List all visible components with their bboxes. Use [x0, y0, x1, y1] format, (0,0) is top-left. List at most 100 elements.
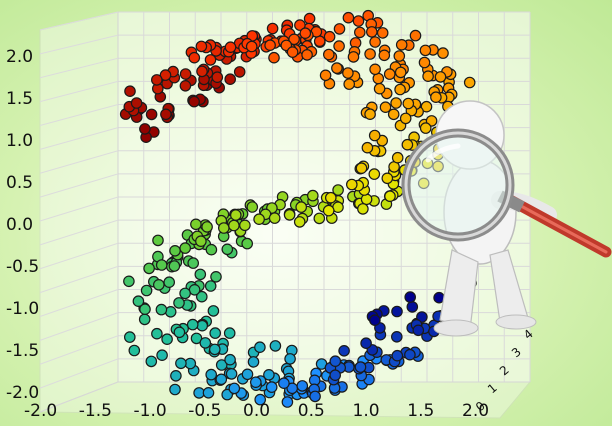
data-point — [230, 209, 242, 221]
data-point — [152, 234, 164, 247]
data-point — [395, 38, 408, 51]
data-point — [387, 108, 400, 121]
data-point — [241, 368, 254, 381]
data-point — [210, 270, 222, 283]
data-point — [394, 83, 406, 96]
data-point — [338, 344, 350, 357]
data-point — [364, 108, 376, 120]
data-point — [390, 330, 403, 343]
data-point — [368, 129, 381, 142]
data-point — [199, 337, 212, 349]
data-point — [333, 40, 345, 52]
y-tick-label: -1.0 — [6, 299, 39, 319]
data-point — [247, 356, 260, 368]
data-point — [204, 280, 217, 292]
data-point — [409, 29, 422, 42]
data-point — [379, 101, 392, 113]
data-point — [215, 359, 228, 371]
data-point — [319, 69, 332, 82]
data-point — [196, 65, 208, 78]
data-point — [225, 368, 238, 380]
data-point — [268, 51, 280, 64]
data-point — [224, 353, 236, 366]
data-point — [419, 44, 432, 57]
data-point — [207, 305, 220, 317]
data-point — [169, 245, 181, 257]
data-point — [195, 40, 208, 53]
data-point — [342, 11, 355, 24]
data-point — [365, 26, 378, 38]
data-point — [266, 22, 279, 35]
data-point — [402, 97, 415, 110]
data-point — [160, 108, 172, 121]
data-point — [233, 66, 246, 78]
data-point — [224, 41, 237, 53]
data-point — [186, 318, 199, 331]
data-point — [393, 50, 406, 62]
data-point — [342, 67, 354, 79]
data-point — [313, 212, 326, 225]
data-point — [345, 178, 358, 191]
data-point — [369, 314, 381, 326]
data-point — [299, 27, 312, 39]
data-point — [296, 380, 309, 392]
data-point — [170, 369, 182, 382]
data-point — [179, 68, 192, 80]
data-point — [221, 243, 234, 256]
data-point — [128, 344, 141, 357]
data-point — [281, 396, 294, 408]
data-point — [151, 74, 163, 86]
data-point — [430, 91, 442, 103]
data-point — [140, 284, 153, 297]
data-point — [264, 39, 276, 51]
y-tick-label: 0.5 — [6, 173, 33, 193]
data-point — [419, 122, 432, 134]
data-point — [369, 63, 381, 76]
data-point — [196, 290, 208, 303]
data-point — [263, 368, 275, 381]
data-point — [463, 76, 476, 89]
data-point — [245, 40, 258, 53]
data-point — [381, 172, 394, 185]
data-point — [343, 78, 355, 90]
y-tick-label: 0.0 — [6, 215, 33, 235]
data-point — [190, 218, 202, 231]
data-point — [347, 51, 360, 63]
x-tick-label: 1.5 — [407, 401, 434, 421]
data-point — [418, 56, 431, 69]
data-point — [139, 123, 151, 135]
data-point — [391, 151, 404, 164]
data-point — [132, 295, 145, 307]
data-point — [123, 275, 135, 288]
data-point — [145, 355, 158, 368]
data-point — [228, 219, 240, 232]
y-tick-label: -0.5 — [6, 257, 39, 277]
x-tick-label: -0.5 — [188, 401, 221, 421]
data-point — [151, 327, 163, 340]
data-point — [188, 95, 200, 108]
data-point — [204, 54, 217, 66]
data-point — [360, 337, 372, 349]
data-point — [205, 368, 217, 381]
data-point — [324, 191, 337, 204]
x-tick-label: 2.0 — [462, 401, 489, 421]
data-point — [390, 97, 402, 109]
data-point — [422, 70, 434, 82]
data-point — [145, 108, 158, 121]
data-point — [301, 49, 313, 61]
x-tick-label: -1.5 — [79, 401, 112, 421]
data-point — [253, 213, 265, 225]
data-point — [246, 201, 259, 213]
data-point — [218, 222, 230, 234]
data-point — [211, 71, 224, 83]
data-point — [265, 381, 278, 393]
data-point — [139, 303, 151, 315]
data-point — [175, 357, 187, 370]
data-point — [164, 305, 177, 318]
data-point — [223, 327, 236, 339]
data-point — [331, 62, 343, 74]
data-point — [138, 313, 151, 326]
data-point — [269, 340, 282, 352]
data-point — [124, 331, 136, 343]
